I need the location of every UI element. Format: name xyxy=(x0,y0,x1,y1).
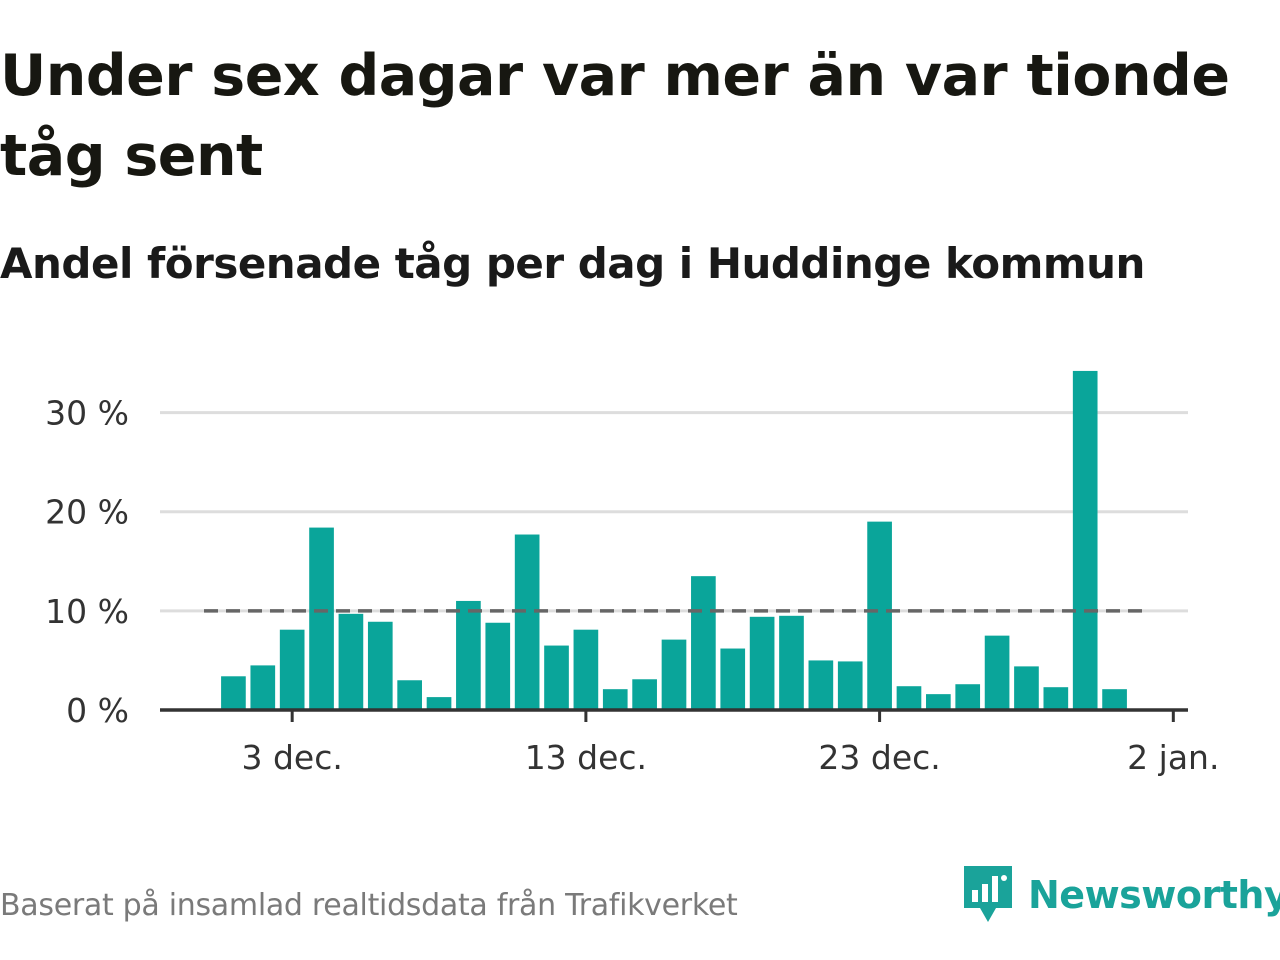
x-tick-label: 23 dec. xyxy=(818,738,940,777)
bar xyxy=(279,629,305,710)
bar xyxy=(544,645,569,710)
bar xyxy=(1043,687,1069,710)
brand-logo[interactable]: Newsworthy xyxy=(962,860,1280,930)
bar xyxy=(661,639,687,710)
chart-title: Under sex dagar var mer än var tionde tå… xyxy=(0,43,1230,189)
bar xyxy=(720,648,746,710)
bar xyxy=(573,629,599,710)
bar xyxy=(926,694,951,710)
bar xyxy=(867,521,892,710)
bar xyxy=(367,621,393,710)
bar xyxy=(250,665,276,710)
x-tick-label: 3 dec. xyxy=(241,738,342,777)
x-tick-label: 2 jan. xyxy=(1127,738,1219,777)
bar xyxy=(426,697,452,710)
newsworthy-logo-icon xyxy=(964,866,1012,922)
bar xyxy=(808,660,834,710)
bar xyxy=(691,576,716,710)
x-tick-label: 13 dec. xyxy=(525,738,647,777)
bar xyxy=(309,527,334,710)
bar xyxy=(632,679,657,710)
source-note: Baserat på insamlad realtidsdata från Tr… xyxy=(0,888,738,923)
y-tick-label: 0 % xyxy=(66,691,129,730)
bar xyxy=(1102,689,1127,710)
bar xyxy=(1072,370,1098,710)
y-tick-label: 20 % xyxy=(45,493,129,532)
x-axis-ticks: 3 dec. 13 dec. 23 dec. 2 jan. xyxy=(241,710,1219,777)
bar xyxy=(221,676,246,710)
bar xyxy=(456,600,481,710)
bars xyxy=(221,370,1127,710)
bar xyxy=(514,534,540,710)
bar xyxy=(338,613,364,710)
bar xyxy=(779,615,804,710)
chart-subtitle: Andel försenade tåg per dag i Huddinge k… xyxy=(0,239,1145,288)
bar xyxy=(397,680,422,710)
y-tick-label: 10 % xyxy=(45,592,129,631)
brand-name: Newsworthy xyxy=(1028,873,1280,917)
bar xyxy=(485,622,511,710)
bar xyxy=(1014,666,1039,710)
bar xyxy=(602,689,628,710)
bar xyxy=(896,686,922,710)
y-axis-ticks: 0 % 10 % 20 % 30 % xyxy=(45,394,129,730)
bar xyxy=(955,684,981,710)
bar xyxy=(837,661,863,710)
y-tick-label: 30 % xyxy=(45,394,129,433)
bar xyxy=(749,616,775,710)
bar xyxy=(984,635,1010,710)
